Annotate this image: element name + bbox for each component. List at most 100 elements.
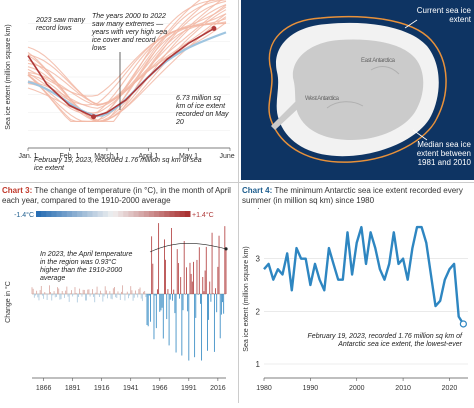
chart3-bar [218, 235, 220, 294]
chart3-bar [160, 294, 162, 311]
chart3-scale-swatch [184, 211, 191, 217]
chart3-bar [73, 294, 75, 295]
chart3-bar [158, 223, 160, 294]
chart3-bar [162, 294, 164, 339]
chart3-bar [122, 285, 124, 294]
chart3-bar [66, 286, 68, 294]
chart1-year-line [27, 22, 227, 122]
chart3-bar [211, 232, 213, 294]
chart3-bar [174, 294, 176, 314]
chart3-bar [172, 294, 173, 301]
chart3-bar [74, 287, 76, 294]
chart3-bar [67, 294, 69, 297]
chart3-bar [103, 294, 105, 297]
chart3-bar [51, 294, 53, 301]
chart3-bar [78, 294, 79, 297]
chart4-xtick-label: 2000 [349, 385, 365, 392]
chart3-scale-swatch [143, 211, 150, 217]
chart2-panel: East Antarctica West Antarctica Current … [241, 0, 474, 180]
chart1-svg: Sea ice extent (million square km) Jan. 1… [5, 0, 241, 172]
chart3-bar [46, 294, 48, 300]
chart3-scale-swatch [36, 211, 42, 217]
chart3-scale-swatch [77, 211, 83, 217]
chart3-bar [76, 294, 78, 303]
chart3-bar [81, 294, 83, 297]
chart3-bar [216, 294, 218, 313]
chart3-scale-swatch [46, 211, 52, 217]
chart3-bar [175, 294, 177, 353]
chart3-scale-swatch [128, 211, 135, 217]
chart3-bar [153, 294, 155, 340]
chart1-2023-line [27, 27, 215, 118]
chart3-scale-swatch [164, 211, 170, 217]
chart3-scale-swatch [92, 211, 99, 217]
chart4-ytick-label: 4 [256, 208, 261, 211]
chart3-bar [62, 293, 64, 295]
chart3-bar [92, 289, 93, 294]
chart3-bar [111, 294, 113, 300]
chart3-title-text: The change of temperature (in °C), in th… [2, 186, 231, 205]
chart3-bar [189, 262, 191, 294]
chart3-bar [195, 294, 197, 318]
chart3-bar [107, 294, 108, 299]
chart3-xtick-label: 1916 [94, 385, 110, 392]
chart3-bar [119, 294, 121, 300]
chart4-ytick-label: 2 [256, 307, 261, 316]
chart3-scale-swatch [41, 211, 47, 217]
chart3-scale-swatch [169, 211, 176, 217]
chart3-bar [212, 293, 214, 294]
chart3-bar [87, 289, 89, 294]
chart3-bar [196, 259, 198, 294]
east-antarctica-label: East Antarctica [361, 58, 396, 64]
chart3-title-bold: Chart 3: [2, 186, 33, 195]
chart4-header: Chart 4: The minimum Antarctic sea ice e… [242, 186, 472, 206]
chart3-scale-swatch [123, 211, 129, 217]
chart3-bar [105, 290, 107, 294]
chart4-ylabel: Sea ice extent (million square km) [243, 246, 250, 351]
antarctica-land [292, 39, 424, 140]
chart3-scale-swatch [82, 211, 88, 217]
chart3-bar [188, 294, 190, 361]
chart4-series-line [263, 225, 465, 325]
chart3-bar [222, 294, 223, 303]
chart3-bar [98, 294, 100, 297]
chart3-bar [183, 240, 185, 294]
chart3-bar [173, 289, 175, 294]
chart3-bar [112, 288, 114, 294]
chart3-bar [182, 294, 184, 311]
chart3-bar [43, 294, 45, 299]
chart3-bar [88, 289, 90, 294]
chart4-svg: Sea ice extent (million square km) 1 2 3 4 Fe… [243, 202, 468, 392]
chart3-xtick-label: 1941 [123, 385, 139, 392]
chart3-bar [138, 289, 140, 294]
chart3-bar [42, 294, 43, 296]
chart1-xtick-label: March 1 [94, 153, 119, 160]
chart3-bar [126, 291, 128, 294]
chart3-scale-swatch [118, 211, 124, 217]
chart3-scale-max: +1.4°C [192, 211, 214, 219]
divider-horizontal [0, 182, 474, 183]
chart3-bar [36, 290, 38, 294]
chart3-bar [58, 288, 60, 294]
chart3-bar [215, 288, 216, 294]
chart3-scale-swatch [138, 211, 145, 217]
chart3-bar [210, 294, 212, 302]
chart1-xtick-label: April 1 [138, 153, 158, 160]
chart3-scale-min: -1.4°C [14, 211, 34, 219]
chart3-bar [75, 292, 77, 294]
chart3-svg: -1.4°C +1.4°C Change in °C In 2023, the Apr… [4, 211, 228, 392]
chart1-year-line [27, 13, 227, 106]
chart4-xtick-label: 2010 [395, 385, 411, 392]
chart3-bar [114, 287, 115, 294]
chart3-bar [104, 286, 106, 294]
chart3-bar [33, 294, 35, 298]
chart3-bar [39, 290, 41, 294]
chart3-bar [50, 292, 51, 294]
chart4-title-bold: Chart 4: [242, 186, 273, 195]
chart3-bar [59, 294, 61, 300]
chart3-bar [89, 294, 91, 297]
chart3-bar [191, 281, 193, 294]
chart3-bar [144, 290, 146, 294]
chart3-annotation: In 2023, the April temperature in the reg… [40, 251, 132, 282]
chart3-bar [134, 290, 136, 294]
